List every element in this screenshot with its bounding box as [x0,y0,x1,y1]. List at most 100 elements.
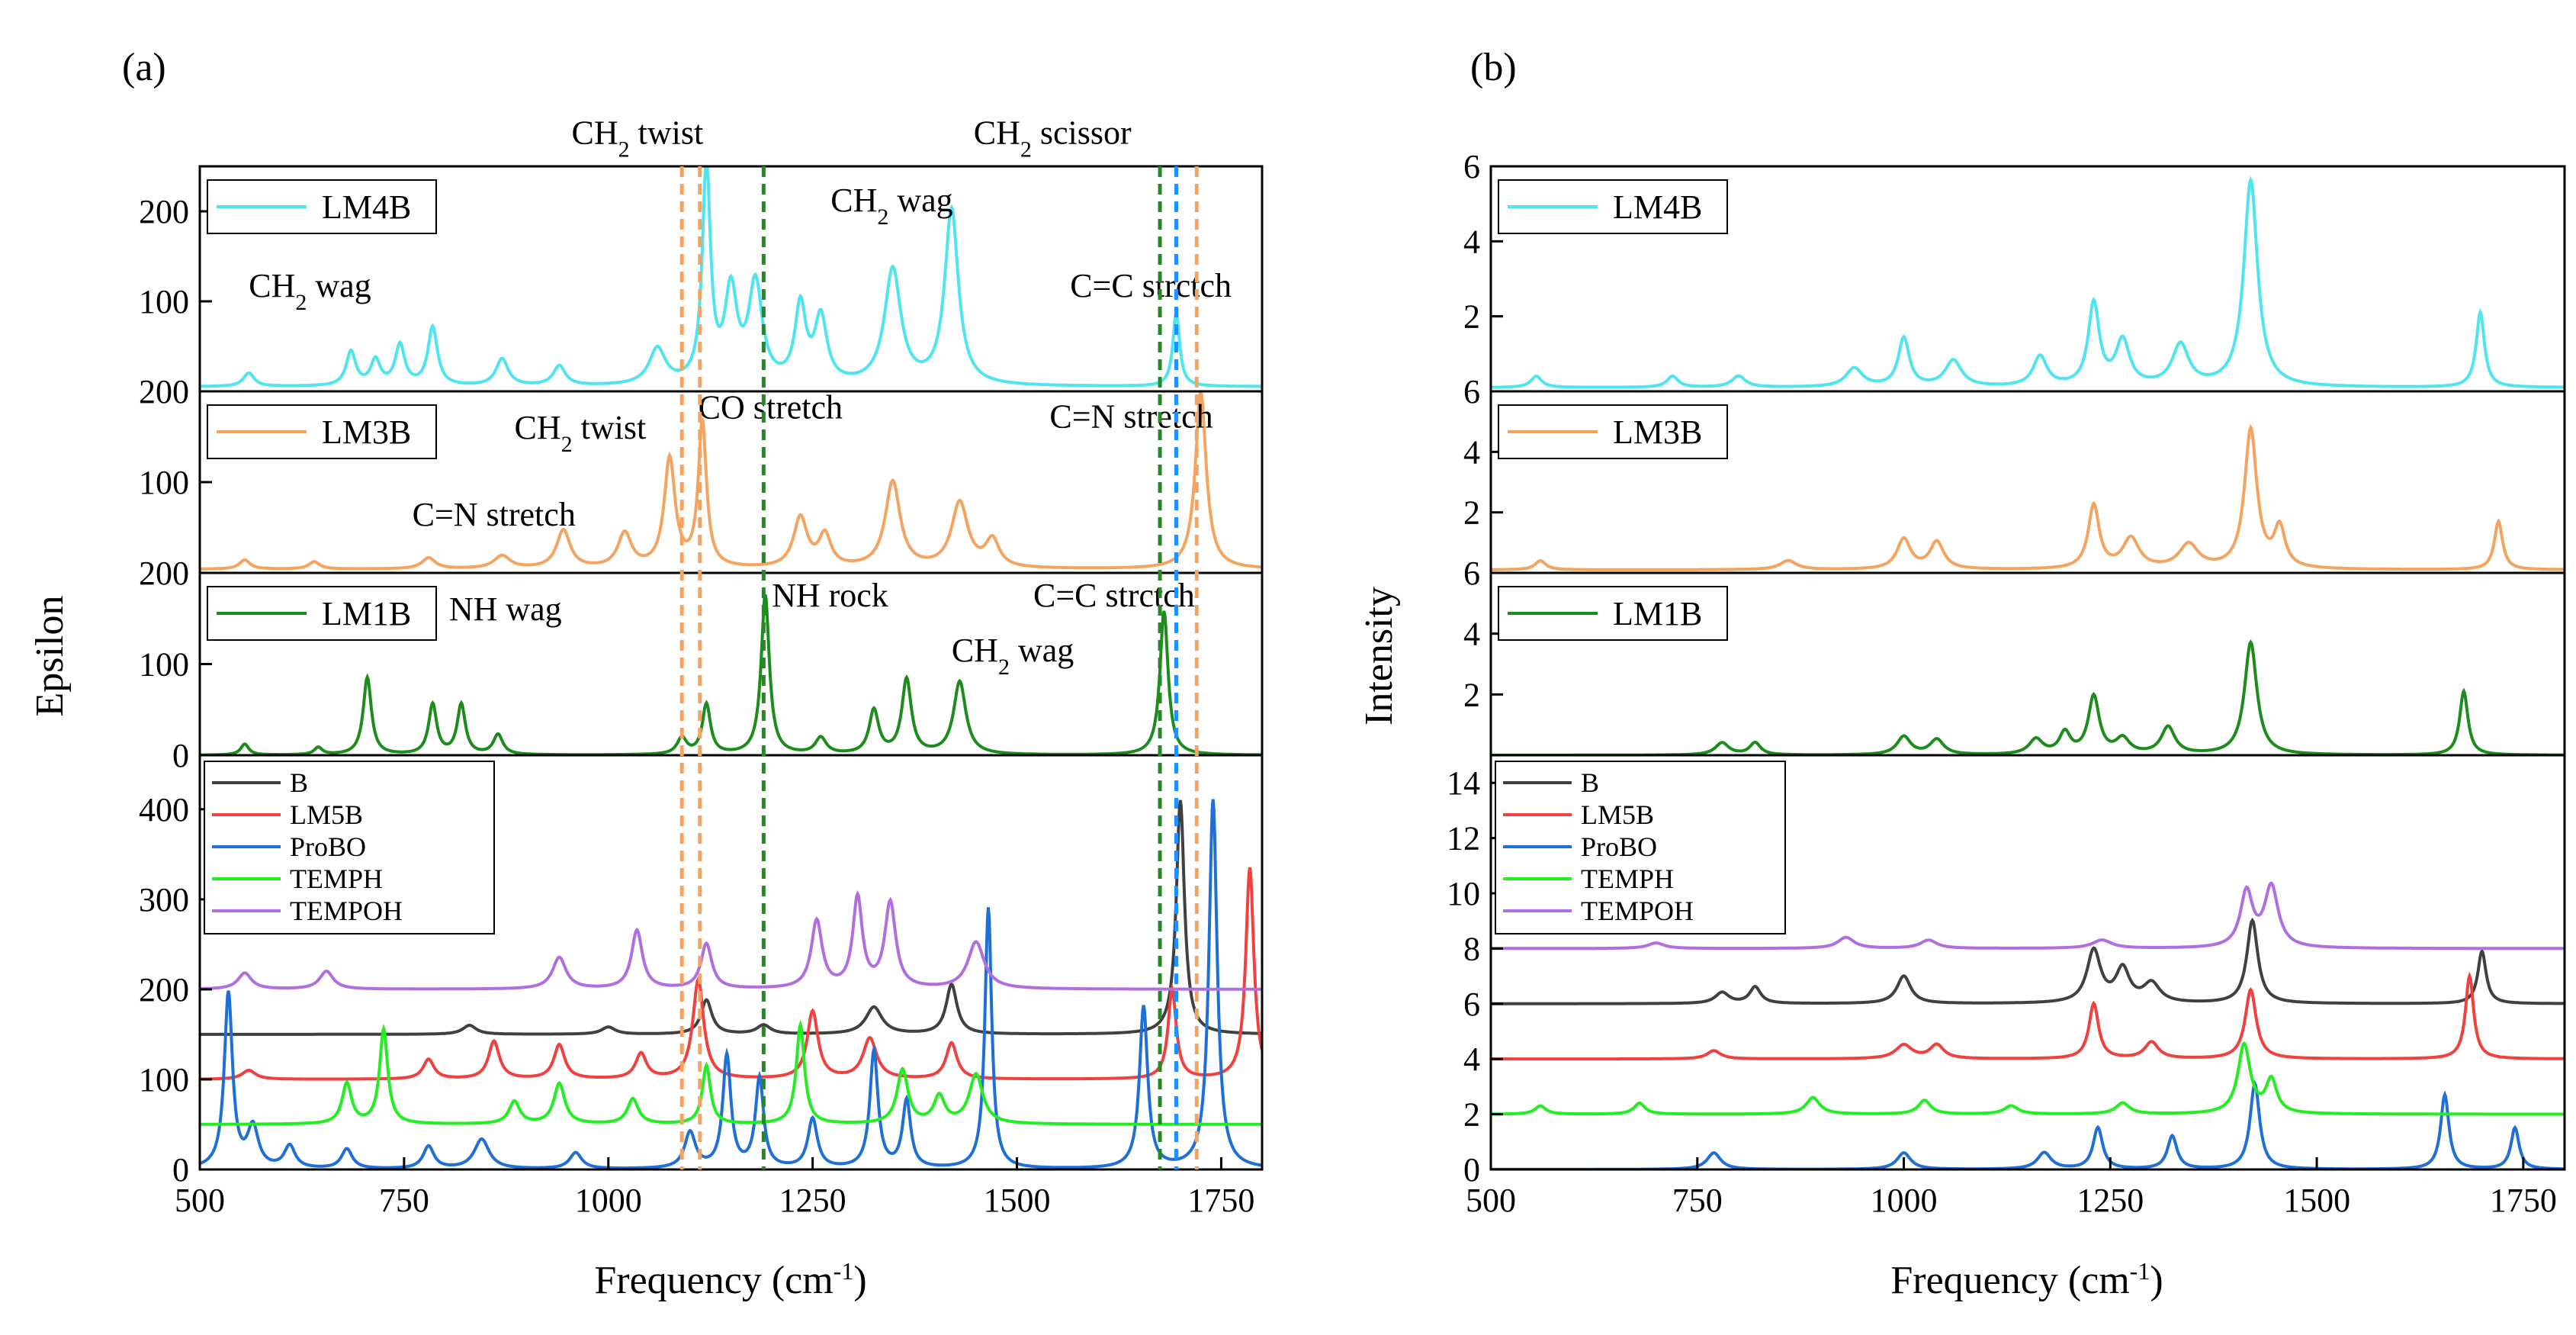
annotation-text: C=N stretch [413,496,576,533]
annotation-rest: scissor [1032,114,1132,152]
y-tick-label: 100 [139,646,189,684]
annotation-rest: wag [307,267,371,304]
y-tick-label: 0 [172,737,189,774]
x-tick-label: 1000 [1871,1182,1938,1219]
series-line-lm4b [1491,175,2565,389]
annotation: CH2 twist [572,114,704,162]
series-line-lm4b [200,166,1262,388]
legend-box [1495,761,1786,934]
x-axis-label-close: ) [2150,1259,2163,1302]
subplot-lm1b: 2 4 6 LM1B [1463,555,2566,757]
y-tick-label: 6 [1463,373,1480,410]
series-line-b [200,799,1262,1036]
legend-label: LM3B [1613,413,1702,451]
annotation: CH2 wag [830,182,952,230]
legend-label: LM3B [322,413,411,451]
x-tick-label: 500 [175,1182,225,1219]
annotation: CH2 twist [515,409,647,457]
y-tick-label: 200 [139,971,189,1008]
x-tick-label: 750 [1672,1182,1723,1219]
x-axis-label-main: Frequency (cm [594,1259,833,1302]
annotation-text: C=N stretch [1049,398,1213,436]
y-tick-label: 400 [139,791,189,828]
series-line-b [1491,917,2565,1005]
legend-label: B [290,767,308,798]
subplot-frame [198,754,1264,1171]
y-tick-label: 4 [1463,433,1480,471]
x-tick-label: 1500 [2283,1182,2350,1219]
y-tick-label: 4 [1463,1041,1480,1078]
y-tick-label: 4 [1463,223,1480,260]
x-tick-label: 1250 [779,1182,846,1219]
series-line-temph [1491,1041,2565,1116]
series-line-probo [1491,1079,2565,1169]
legend-label: LM4B [322,188,411,226]
subplot-lm3b: 100 200 LM3B CH2 twist CO stretch C=N stretch… [139,373,1264,574]
annotation: C=N stretch [1049,398,1213,436]
y-tick-label: 2 [1463,1096,1480,1134]
annotation-sub: 2 [998,654,1010,679]
legend-label: ProBO [1581,832,1657,862]
annotation: CH2 wag [952,632,1074,680]
series-line-lm1b [1491,639,2565,755]
subplot-frame [1489,754,2566,1171]
x-tick-label: 1750 [1187,1182,1254,1219]
series-line-lm3b [1491,423,2565,571]
series-line-lm5b [200,867,1262,1081]
y-tick-label: 8 [1463,930,1480,967]
annotation-rest: wag [1010,632,1074,669]
panel-label: (a) [122,46,166,89]
annotation: C=N stretch [413,496,576,533]
y-tick-label: 100 [139,464,189,501]
annotation: CO stretch [699,389,843,426]
y-tick-label: 200 [139,373,189,410]
x-axis-label-close: ) [853,1259,866,1302]
annotation-text: NH rock [772,577,888,614]
y-tick-label: 6 [1463,555,1480,592]
annotation-text: CH [515,409,561,446]
annotation: C=C strctch [1070,267,1232,304]
legend-label: B [1581,767,1599,798]
annotation: CH2 scissor [974,114,1132,162]
annotation-rest: wag [888,182,952,219]
annotation-sub: 2 [1020,137,1032,162]
x-tick-label: 1250 [2077,1182,2144,1219]
annotation-text: CH [974,114,1020,152]
legend-label: TEMPOH [1581,896,1694,926]
y-tick-label: 100 [139,283,189,320]
subplot-lm3b: 2 4 6 LM3B [1463,373,2566,574]
x-tick-label: 500 [1466,1182,1516,1219]
series-line-tempoh [200,889,1262,991]
annotation-text: CO stretch [699,389,843,426]
legend-label: TEMPH [290,864,383,894]
annotation: CH2 wag [249,267,371,315]
annotation-text: C=C strctch [1070,267,1232,304]
annotation-rest: twist [573,409,647,446]
y-tick-label: 2 [1463,676,1480,713]
annotation-sub: 2 [295,290,307,315]
y-tick-label: 6 [1463,148,1480,185]
y-tick-label: 0 [172,1151,189,1189]
x-tick-label: 1750 [2490,1182,2557,1219]
y-tick-label: 2 [1463,298,1480,336]
panel-b: (b) Intensity Frequency (cm-1) 2 4 6 LM4B 2 4 6 LM… [1357,46,2566,1302]
y-tick-label: 300 [139,881,189,918]
y-tick-label: 100 [139,1061,189,1099]
y-tick-label: 12 [1447,820,1480,857]
subplot-lm4b: 2 4 6 LM4B [1463,148,2566,393]
annotation: NH wag [449,590,562,628]
annotation: NH rock [772,577,888,614]
series-line-probo [200,799,1262,1169]
x-tick-label: 750 [379,1182,429,1219]
series-line-lm5b [1491,971,2565,1061]
x-axis-label-sup: -1 [2130,1257,2150,1285]
annotation: C=C strctch [1033,577,1195,614]
annotation-sub: 2 [561,431,573,456]
legend-label: LM1B [322,595,411,632]
y-axis-label: Intensity [1357,587,1401,725]
legend-label: TEMPH [1581,864,1674,894]
x-tick-label: 1500 [984,1182,1051,1219]
annotation-sub: 2 [618,137,630,162]
series-line-temph [200,1019,1262,1126]
